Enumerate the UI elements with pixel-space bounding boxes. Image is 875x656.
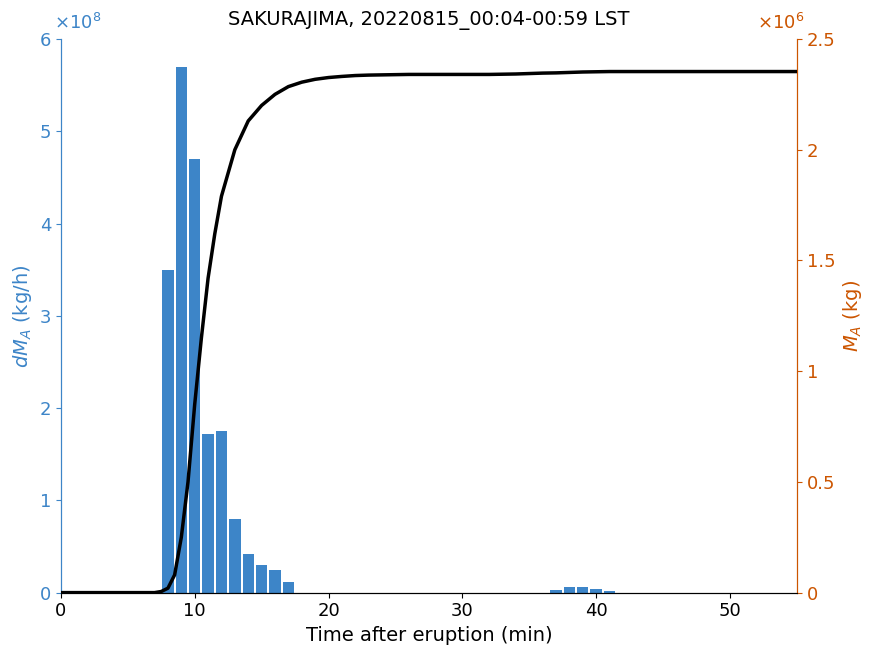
Bar bbox=[162, 270, 173, 592]
Bar bbox=[202, 434, 214, 592]
Bar bbox=[176, 67, 187, 592]
Bar bbox=[189, 159, 200, 592]
Bar bbox=[229, 519, 241, 592]
Bar bbox=[591, 589, 602, 592]
Bar bbox=[550, 590, 562, 592]
Bar bbox=[216, 431, 228, 592]
Y-axis label: $M_A$ (kg): $M_A$ (kg) bbox=[841, 279, 864, 352]
Bar bbox=[283, 581, 294, 592]
Bar bbox=[564, 587, 575, 592]
Bar bbox=[242, 554, 254, 592]
Bar bbox=[604, 591, 615, 592]
X-axis label: Time after eruption (min): Time after eruption (min) bbox=[305, 626, 552, 645]
Bar bbox=[255, 565, 267, 592]
Bar bbox=[578, 587, 589, 592]
Bar bbox=[270, 569, 281, 592]
Title: SAKURAJIMA, 20220815_00:04-00:59 LST: SAKURAJIMA, 20220815_00:04-00:59 LST bbox=[228, 11, 630, 30]
Text: $\times10^6$: $\times10^6$ bbox=[757, 13, 804, 33]
Y-axis label: $dM_A$ (kg/h): $dM_A$ (kg/h) bbox=[11, 264, 34, 367]
Text: $\times10^8$: $\times10^8$ bbox=[53, 13, 101, 33]
